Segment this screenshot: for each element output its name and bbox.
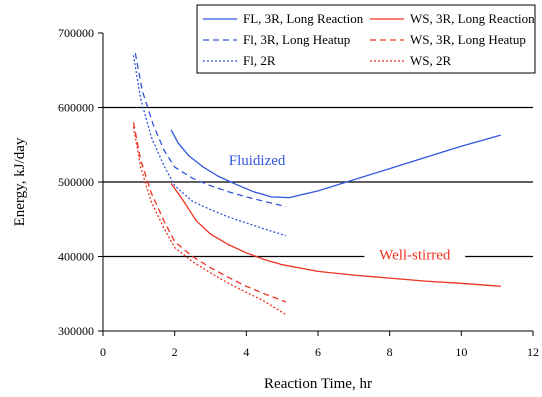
tick-labels: 0 2 4 6 8 10 12 300000 400000 500000 600000 700000 [58,26,539,359]
x-tick-label-3: 6 [315,345,321,359]
series-line-4 [132,122,287,303]
series-lines [132,52,501,316]
annotation-backing-0 [217,152,297,170]
legend-label-2: Fl, 2R [243,53,276,68]
annotation-label-1: Well-stirred [379,247,451,263]
x-axis-title: Reaction Time, hr [264,376,372,392]
x-tick-label-5: 10 [455,345,467,359]
y-axis-title: Energy, kJ/day [12,137,28,226]
x-tick-label-4: 8 [387,345,393,359]
y-tick-label-2: 500000 [58,175,94,189]
annotation-label-0: Fluidized [229,153,286,169]
series-line-0 [170,129,501,199]
x-tick-label-6: 12 [527,345,539,359]
legend-label-1: Fl, 3R, Long Heatup [243,32,350,47]
legend-label-3: WS, 3R, Long Reaction [410,11,535,26]
annotations: Fluidized Well-stirred [217,152,466,265]
axes [98,32,534,336]
series-line-5 [132,126,287,316]
legend-label-4: WS, 3R, Long Heatup [410,32,526,47]
legend-label-0: FL, 3R, Long Reaction [243,11,364,26]
series-line-3 [170,183,501,287]
legend: FL, 3R, Long Reaction Fl, 3R, Long Heatup… [196,4,536,74]
x-tick-label-0: 0 [100,345,106,359]
legend-label-5: WS, 2R [410,53,452,68]
x-tick-label-2: 4 [243,345,249,359]
y-tick-label-4: 700000 [58,26,94,40]
y-tick-label-0: 300000 [58,324,94,338]
series-line-2 [132,55,286,237]
series-line-1 [134,52,286,208]
y-tick-label-3: 600000 [58,101,94,115]
y-tick-label-1: 400000 [58,250,94,264]
annotation-backing-1 [364,247,466,265]
legend-box [196,4,536,74]
x-tick-label-1: 2 [172,345,178,359]
